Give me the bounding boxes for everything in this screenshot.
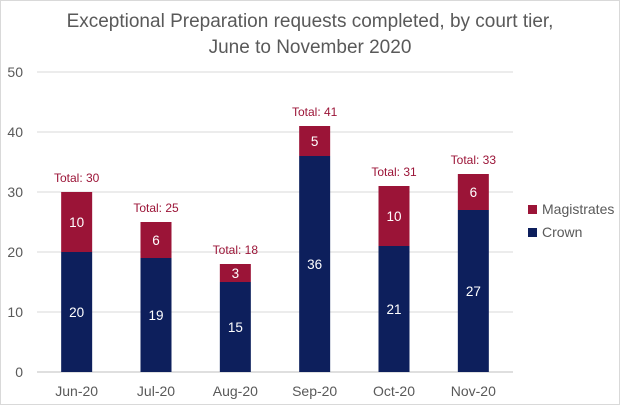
x-tick-label: Oct-20 [373, 383, 415, 399]
legend-swatch-magistrates [528, 205, 537, 214]
bar-crown-oct-20 [378, 246, 410, 372]
data-label-magistrates: 10 [69, 215, 84, 230]
data-label-crown: 20 [69, 305, 84, 320]
chart-title-line1: Exceptional Preparation requests complet… [66, 11, 554, 32]
total-label: Total: 31 [371, 165, 417, 179]
data-label-crown: 27 [466, 284, 481, 299]
total-label: Total: 41 [292, 105, 338, 119]
data-label-crown: 19 [148, 308, 163, 323]
bar-crown-jul-20 [140, 258, 172, 372]
data-label-magistrates: 6 [152, 233, 160, 248]
x-tick-label: Aug-20 [213, 383, 258, 399]
y-tick-label: 20 [7, 244, 23, 260]
bar-crown-aug-20 [219, 282, 251, 372]
chart-title-line2: June to November 2020 [208, 37, 412, 58]
x-tick-label: Sep-20 [292, 383, 337, 399]
bar-magistrates-jun-20 [61, 192, 93, 252]
y-tick-label: 40 [7, 124, 23, 140]
y-tick-label: 50 [7, 64, 23, 80]
y-tick-label: 0 [15, 364, 23, 380]
data-label-crown: 21 [386, 302, 401, 317]
data-label-magistrates: 3 [232, 266, 240, 281]
data-label-magistrates: 5 [311, 134, 319, 149]
y-tick-label: 10 [7, 304, 23, 320]
legend-label-crown: Crown [542, 224, 582, 240]
chart-title: Exceptional Preparation requests complet… [1, 9, 619, 61]
data-label-magistrates: 10 [386, 209, 401, 224]
bar-crown-nov-20 [457, 210, 489, 372]
bar-crown-sep-20 [299, 156, 331, 372]
x-tick-label: Nov-20 [451, 383, 496, 399]
x-tick-label: Jun-20 [55, 383, 98, 399]
data-label-magistrates: 6 [470, 185, 478, 200]
total-label: Total: 33 [451, 153, 497, 167]
legend-label-magistrates: Magistrates [542, 201, 614, 217]
bar-magistrates-oct-20 [378, 186, 410, 246]
bar-magistrates-nov-20 [457, 174, 489, 210]
legend-swatch-crown [528, 228, 537, 237]
y-tick-label: 30 [7, 184, 23, 200]
bar-crown-jun-20 [61, 252, 93, 372]
data-label-crown: 15 [228, 320, 243, 335]
total-label: Total: 18 [213, 243, 259, 257]
data-label-crown: 36 [307, 257, 322, 272]
x-tick-label: Jul-20 [137, 383, 175, 399]
total-label: Total: 30 [54, 171, 100, 185]
bar-magistrates-aug-20 [219, 264, 251, 282]
bar-magistrates-sep-20 [299, 126, 331, 156]
bar-magistrates-jul-20 [140, 222, 172, 258]
total-label: Total: 25 [133, 201, 179, 215]
